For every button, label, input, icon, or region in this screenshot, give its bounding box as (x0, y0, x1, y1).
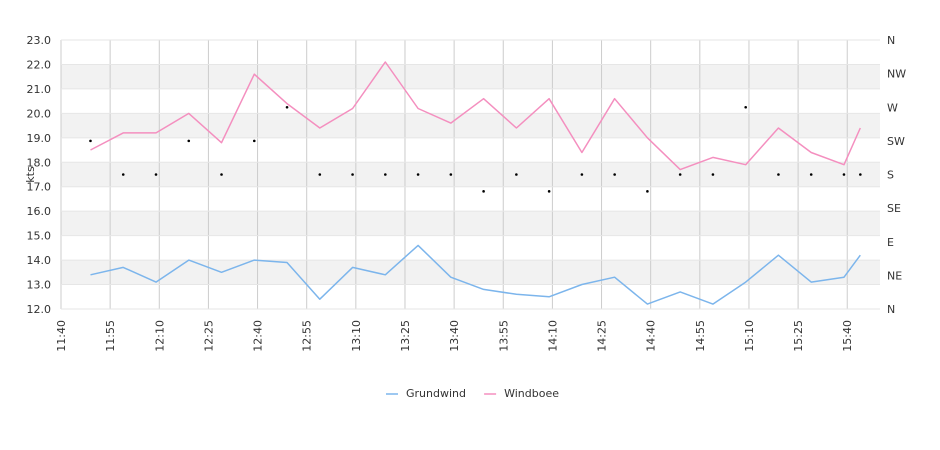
plot-band (61, 162, 880, 187)
y2-tick-label: SE (887, 202, 901, 215)
y-tick-label: 13.0 (27, 279, 52, 292)
direction-marker (842, 173, 846, 176)
direction-marker (613, 173, 616, 176)
series-line-grundwind (90, 244, 861, 305)
direction-marker (187, 139, 191, 143)
direction-marker (351, 173, 354, 176)
direction-marker (777, 173, 780, 176)
direction-marker (859, 173, 862, 176)
x-tick-label: 15:40 (841, 320, 854, 352)
legend-item-grundwind[interactable]: Grundwind (386, 387, 466, 400)
x-tick-label: 14:10 (546, 320, 559, 352)
plot-band (61, 211, 880, 236)
direction-marker (744, 105, 747, 109)
x-tick-label: 15:25 (792, 320, 805, 352)
x-tick-label: 12:40 (252, 320, 265, 352)
x-tick-label: 13:55 (497, 320, 510, 352)
y-tick-label: 12.0 (27, 303, 52, 316)
direction-marker (449, 173, 453, 176)
direction-marker (711, 173, 715, 176)
direction-marker (482, 190, 485, 193)
legend[interactable]: Grundwind Windboee (386, 387, 559, 400)
x-tick-label: 15:10 (743, 320, 756, 352)
direction-marker (580, 173, 584, 176)
x-tick-label: 12:55 (301, 320, 314, 352)
x-tick-label: 12:25 (202, 320, 215, 352)
direction-marker (809, 173, 813, 176)
x-tick-label: 13:10 (350, 320, 363, 352)
direction-marker (220, 173, 223, 176)
series-lines (90, 61, 861, 305)
y2-tick-label: N (887, 303, 895, 316)
direction-marker (89, 139, 92, 143)
y-tick-label: 23.0 (27, 34, 52, 47)
y-tick-label: 14.0 (27, 254, 52, 267)
y2-tick-label: NW (887, 68, 906, 81)
y-tick-label: 19.0 (27, 132, 52, 145)
y-tick-label: 22.0 (27, 58, 52, 71)
direction-marker (547, 190, 551, 193)
y-tick-label: 17.0 (27, 181, 52, 194)
y-tick-label: 15.0 (27, 230, 52, 243)
x-tick-label: 14:25 (596, 320, 609, 352)
y-tick-label: 21.0 (27, 83, 52, 96)
x-tick-label: 14:55 (694, 320, 707, 352)
y2-tick-label: SW (887, 135, 905, 148)
y2-tick-label: E (887, 236, 894, 249)
direction-marker (678, 173, 682, 176)
y2-tick-label: N (887, 34, 895, 47)
y-tick-label: 18.0 (27, 156, 52, 169)
direction-marker (154, 173, 158, 176)
series-line-windboee (90, 61, 861, 171)
y2-tick-label: S (887, 169, 894, 182)
x-tick-label: 12:10 (153, 320, 166, 352)
direction-marker (252, 139, 256, 143)
x-tick-label: 11:55 (104, 320, 117, 352)
legend-label: Grundwind (406, 387, 466, 400)
x-axis-ticks: 11:40 11:55 12:10 12:25 12:40 12:55 13:10 13:25… (55, 320, 854, 352)
vertical-gridlines (60, 40, 848, 309)
plot-band (61, 64, 880, 89)
y-axis-label: kts (24, 166, 37, 183)
y2-axis-ticks: N NE E SE S SW W NW N (887, 34, 906, 316)
y-tick-label: 16.0 (27, 205, 52, 218)
y2-tick-label: NE (887, 269, 902, 282)
direction-marker (285, 105, 289, 109)
y-tick-label: 20.0 (27, 107, 52, 120)
legend-label: Windboee (504, 387, 559, 400)
direction-marker (646, 190, 649, 193)
direction-marker (515, 173, 518, 176)
y-axis-ticks: 12.0 13.0 14.0 15.0 16.0 17.0 18.0 19.0 20.0 21.0… (27, 34, 52, 316)
plot-bands (61, 64, 880, 285)
legend-item-windboee[interactable]: Windboee (484, 387, 559, 400)
x-tick-label: 13:40 (448, 320, 461, 352)
direction-marker (318, 173, 322, 176)
plot-band (61, 260, 880, 285)
x-tick-label: 13:25 (399, 320, 412, 352)
y2-tick-label: W (887, 101, 898, 114)
direction-marker (416, 173, 420, 176)
direction-marker (121, 173, 125, 176)
direction-markers (89, 105, 862, 193)
x-tick-label: 11:40 (55, 320, 68, 352)
direction-marker (384, 173, 387, 176)
x-tick-label: 14:40 (645, 320, 658, 352)
plot-band (61, 113, 880, 138)
